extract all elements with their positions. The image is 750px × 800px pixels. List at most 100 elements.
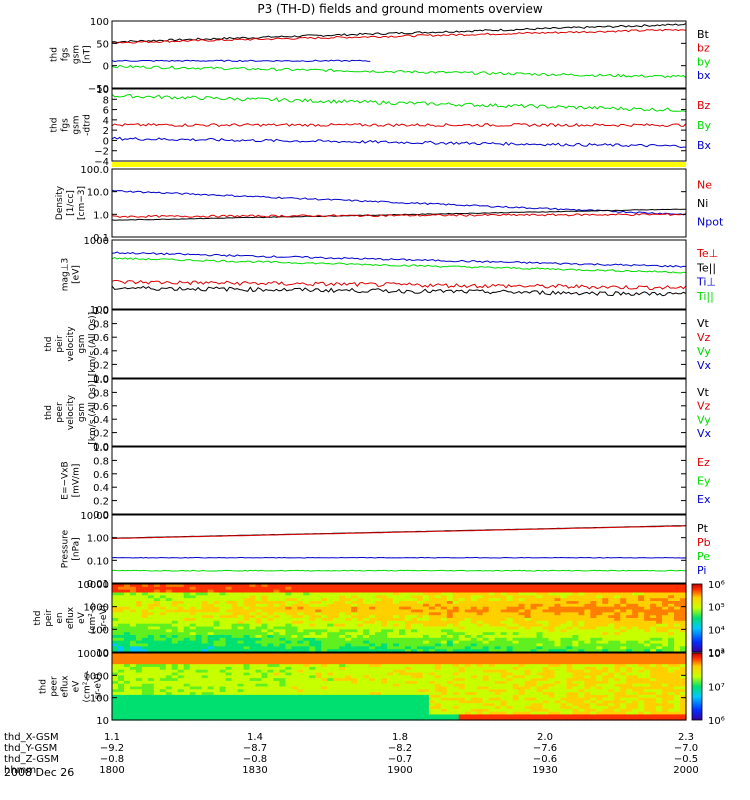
spectrogram-cell — [165, 589, 173, 594]
spectrogram-cell — [141, 708, 149, 713]
spectrogram-cell — [345, 714, 352, 718]
spectrogram-cell — [159, 629, 167, 633]
spectrogram-cell — [399, 683, 406, 688]
spectrogram-cell — [261, 637, 269, 642]
spectrogram-cell — [518, 637, 526, 642]
spectrogram-cell — [416, 714, 424, 718]
spectrogram-cell — [333, 700, 340, 704]
spectrogram-cell — [339, 595, 346, 599]
x-axis-value: −0.6 — [533, 754, 557, 765]
spectrogram-cell — [668, 708, 675, 713]
spectrogram-cell — [458, 626, 466, 630]
spectrogram-cell — [476, 711, 484, 716]
spectrogram-cell — [422, 706, 430, 710]
spectrogram-cell — [614, 603, 621, 608]
spectrogram-cell — [590, 717, 597, 721]
spectrogram-cell — [333, 615, 340, 619]
spectrogram-cell — [153, 586, 161, 591]
spectrogram-cell — [572, 620, 579, 625]
spectrogram-cell — [674, 661, 681, 665]
spectrogram-cell — [566, 697, 573, 702]
spectrogram-cell — [309, 669, 316, 674]
spectrogram-cell — [512, 629, 520, 633]
spectrogram-cell — [620, 609, 627, 613]
spectrogram-cell — [440, 601, 448, 605]
spectrogram-cell — [440, 606, 448, 611]
spectrogram-cell — [506, 637, 514, 642]
spectrogram-cell — [381, 637, 388, 642]
spectrogram-cell — [399, 649, 406, 653]
spectrogram-cell — [315, 618, 322, 622]
spectrogram-cell — [680, 615, 687, 619]
spectrogram-cell — [542, 703, 550, 707]
spectrogram-cell — [315, 609, 322, 613]
spectrogram-cell — [680, 620, 687, 625]
spectrogram-cell — [165, 680, 173, 685]
spectrogram-cell — [243, 680, 251, 685]
spectrogram-cell — [255, 592, 263, 596]
spectrogram-cell — [285, 584, 292, 588]
spectrogram-cell — [285, 692, 292, 696]
spectrogram-cell — [375, 592, 382, 596]
spectrogram-cell — [488, 649, 496, 653]
spectrogram-cell — [195, 603, 203, 608]
spectrogram-cell — [219, 672, 227, 676]
spectrogram-cell — [572, 646, 579, 650]
spectrogram-cell — [404, 658, 412, 662]
spectrogram-cell — [357, 646, 364, 650]
spectrogram-cell — [434, 661, 442, 665]
spectrogram-cell — [112, 646, 119, 650]
spectrogram-cell — [572, 672, 579, 676]
spectrogram-cell — [584, 655, 591, 660]
spectrogram-cell — [285, 678, 292, 682]
spectrogram-cell — [237, 666, 245, 671]
spectrogram-cell — [207, 601, 215, 605]
spectrogram-cell — [560, 694, 568, 699]
spectrogram-cell — [339, 615, 346, 619]
spectrogram-cell — [608, 706, 615, 710]
spectrogram-cell — [381, 658, 388, 662]
spectrogram-cell — [237, 586, 245, 591]
spectrogram-cell — [638, 675, 645, 679]
spectrogram-cell — [602, 692, 609, 696]
spectrogram-cell — [434, 640, 442, 645]
y-tick-label: −2 — [94, 147, 109, 158]
spectrogram-cell — [375, 692, 382, 696]
spectrogram-cell — [662, 675, 669, 679]
spectrogram-cell — [213, 643, 221, 647]
spectrogram-cell — [219, 678, 227, 682]
spectrogram-cell — [476, 714, 484, 718]
spectrogram-cell — [141, 620, 149, 625]
spectrogram-cell — [267, 606, 275, 611]
spectrogram-cell — [255, 680, 263, 685]
spectrogram-cell — [225, 606, 233, 611]
spectrogram-cell — [363, 629, 370, 633]
spectrogram-cell — [267, 618, 275, 622]
spectrogram-cell — [207, 620, 215, 625]
spectrogram-cell — [416, 595, 424, 599]
spectrogram-cell — [357, 595, 364, 599]
spectrogram-cell — [381, 620, 388, 625]
spectrogram-cell — [590, 629, 597, 633]
spectrogram-cell — [363, 686, 370, 690]
spectrogram-cell — [440, 635, 448, 639]
spectrogram-cell — [357, 655, 364, 660]
spectrogram-cell — [249, 686, 257, 690]
spectrogram-cell — [632, 664, 639, 668]
spectrogram-cell — [638, 595, 645, 599]
spectrogram-cell — [494, 689, 502, 693]
spectrogram-cell — [434, 595, 442, 599]
spectrogram-cell — [291, 615, 298, 619]
spectrogram-cell — [255, 658, 263, 662]
spectrogram-cell — [267, 640, 275, 645]
spectrogram-cell — [458, 700, 466, 704]
spectrogram-cell — [650, 643, 657, 647]
series-line-By — [111, 93, 687, 113]
y-axis-label-line: peer — [50, 676, 60, 697]
spectrogram-cell — [566, 675, 573, 679]
spectrogram-cell — [680, 637, 687, 642]
spectrogram-cell — [614, 689, 621, 693]
spectrogram-cell — [201, 626, 209, 630]
series-line-Npot — [111, 189, 687, 216]
spectrogram-cell — [512, 678, 520, 682]
